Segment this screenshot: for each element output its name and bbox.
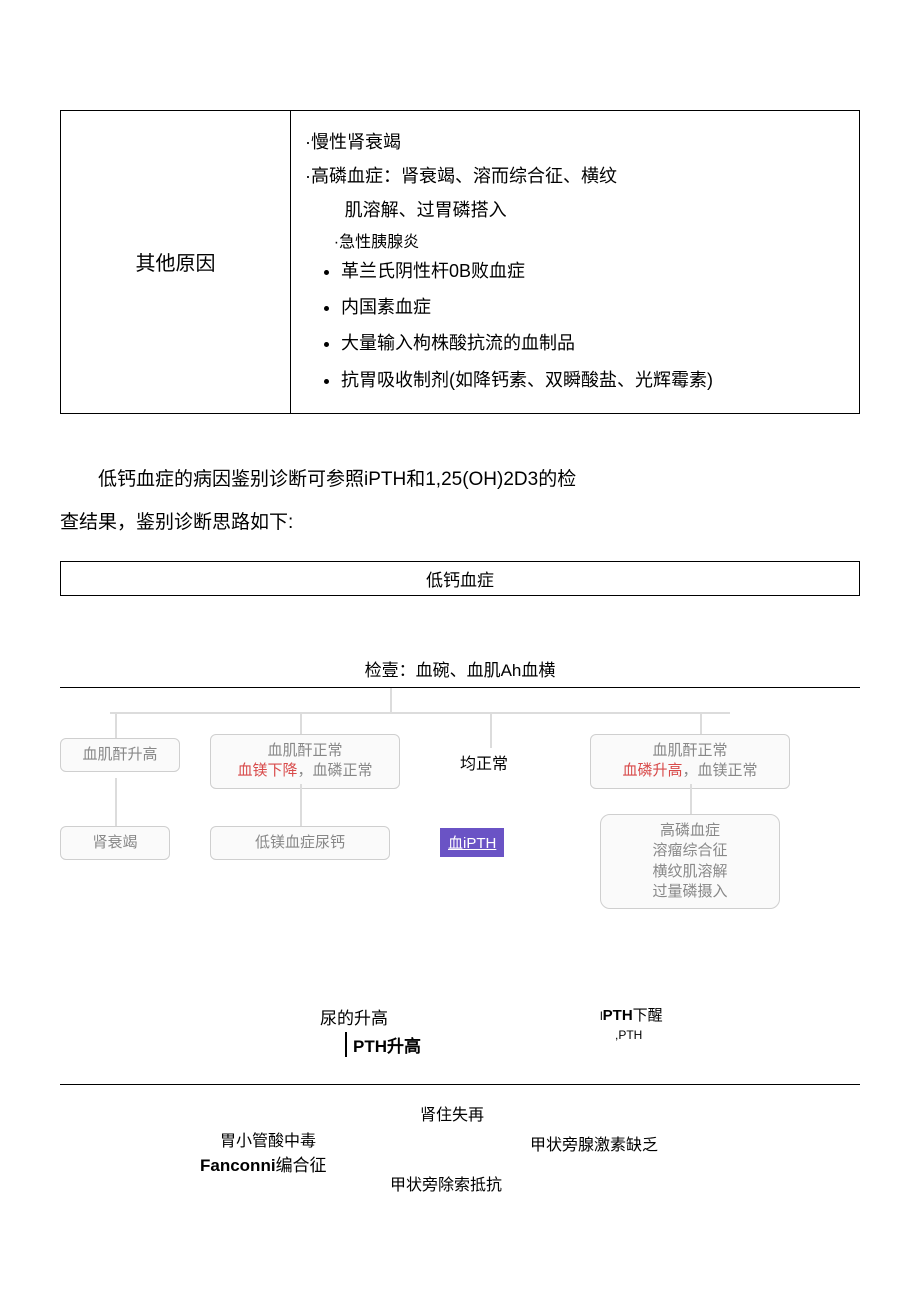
flow-ipth-label: 血iPTH xyxy=(440,828,504,857)
flow-box-d-text: 肾衰竭 xyxy=(92,834,137,851)
pth-row: 尿的升高 PTH升高 llPTH下醒PTH下醒 ,PTH xyxy=(60,996,860,1066)
cause-line-1: ·慢性肾衰竭 xyxy=(305,125,841,159)
flow-label-allnormal: 均正常 xyxy=(460,750,508,774)
flow-box-b-red: 血镁下降 xyxy=(237,762,297,779)
conn-c-f xyxy=(690,784,692,814)
pth-urine-high: 尿的升高 xyxy=(320,1004,388,1029)
conn-b-e xyxy=(300,784,302,826)
pth-high: PTH升高 xyxy=(345,1032,421,1057)
causes-header-text: 其他原因 xyxy=(136,247,216,276)
check-line-text: 检壹：血碗、血肌Ah血横 xyxy=(365,661,556,680)
diag-center: 肾住失再 xyxy=(420,1101,484,1125)
pth-down: llPTH下醒PTH下醒 xyxy=(600,1004,663,1025)
pth-high-text: PTH升高 xyxy=(353,1037,421,1056)
flow-box-p-high: 血肌酐正常 血磷升高，血镁正常 xyxy=(590,734,790,789)
flow-box-c-rest: ，血镁正常 xyxy=(683,762,758,779)
cause-bullet-2: 内国素血症 xyxy=(341,290,841,324)
flow-box-e-text: 低镁血症尿钙 xyxy=(255,834,345,851)
flow-box-highp-causes: 高磷血症 溶瘤综合征 横纹肌溶解 过量磷摄入 xyxy=(600,814,780,909)
divider-line xyxy=(60,1084,860,1085)
cause-line-2b: 肌溶解、过胃磷搭入 xyxy=(305,193,841,227)
flow-box-c-l1: 血肌酐正常 xyxy=(599,741,781,761)
flow-title-banner: 低钙血症 xyxy=(60,561,860,596)
flow-box-renal-failure: 肾衰竭 xyxy=(60,826,170,860)
flow-box-c-red: 血磷升高 xyxy=(622,762,682,779)
intro-para-line1: 低钙血症的病因鉴别诊断可参照iPTH和1,25(OH)2D3的检 xyxy=(60,458,860,502)
flow-box-f-l2: 溶瘤综合征 xyxy=(609,841,771,861)
diag-left2: Fanconni编合征 xyxy=(200,1151,327,1176)
conn-a-d xyxy=(115,778,117,826)
flow-box-f-l4: 过量磷摄入 xyxy=(609,882,771,902)
cause-bullet-1: 革兰氏阴性杆0B败血症 xyxy=(341,254,841,288)
diagnosis-row: 肾住失再 胃小管酸中毒 Fanconni编合征 甲状旁腺激素缺乏 甲状旁除索抵抗 xyxy=(60,1091,860,1201)
flow-title-text: 低钙血症 xyxy=(426,571,494,590)
conn-top-mid-v xyxy=(390,688,392,712)
flow-box-mg-low: 血肌酐正常 血镁下降，血磷正常 xyxy=(210,734,400,789)
conn-mid-down xyxy=(490,712,492,748)
cause-bullet-3: 大量输入枸株酸抗流的血制品 xyxy=(341,326,841,360)
conn-top-horiz xyxy=(110,712,730,714)
intro-para-line2: 查结果，鉴别诊断思路如下: xyxy=(60,501,860,545)
causes-header-cell: 其他原因 xyxy=(61,111,291,413)
flow-box-f-l1: 高磷血症 xyxy=(609,821,771,841)
check-line: 检壹：血碗、血肌Ah血横 xyxy=(60,656,860,688)
flow-ipth-text: 血iPTH xyxy=(448,835,496,852)
cause-bullet-4: 抗胃吸收制剂(如降钙素、双瞬酸盐、光辉霉素) xyxy=(341,363,841,397)
causes-content-cell: ·慢性肾衰竭 ·高磷血症：肾衰竭、溶而综合征、横纹 肌溶解、过胃磷搭入 ·急性胰… xyxy=(291,111,859,413)
flow-box-b-l1: 血肌酐正常 xyxy=(219,741,391,761)
flowchart: 血肌酐升高 血肌酐正常 血镁下降，血磷正常 均正常 血肌酐正常 血磷升高，血镁正… xyxy=(60,706,860,966)
diag-right: 甲状旁腺激素缺乏 xyxy=(530,1131,658,1155)
flow-box-low-mg: 低镁血症尿钙 xyxy=(210,826,390,860)
flow-box-c-l2: 血磷升高，血镁正常 xyxy=(599,761,781,781)
diag-left1: 胃小管酸中毒 xyxy=(220,1127,316,1151)
diag-mid: 甲状旁除索抵抗 xyxy=(390,1171,502,1195)
pth-small: ,PTH xyxy=(615,1028,642,1042)
cause-line-2: ·高磷血症：肾衰竭、溶而综合征、横纹 xyxy=(305,159,841,193)
flow-box-f-l3: 横纹肌溶解 xyxy=(609,862,771,882)
causes-table: 其他原因 ·慢性肾衰竭 ·高磷血症：肾衰竭、溶而综合征、横纹 肌溶解、过胃磷搭入… xyxy=(60,110,860,414)
cause-bullet-list: 革兰氏阴性杆0B败血症 内国素血症 大量输入枸株酸抗流的血制品 抗胃吸收制剂(如… xyxy=(305,254,841,397)
flow-box-b-l2: 血镁下降，血磷正常 xyxy=(219,761,391,781)
conn-a-down xyxy=(115,712,117,738)
flow-box-a-text: 血肌酐升高 xyxy=(82,746,157,763)
flow-box-creatinine-high: 血肌酐升高 xyxy=(60,738,180,772)
flow-box-b-rest: ，血磷正常 xyxy=(298,762,373,779)
